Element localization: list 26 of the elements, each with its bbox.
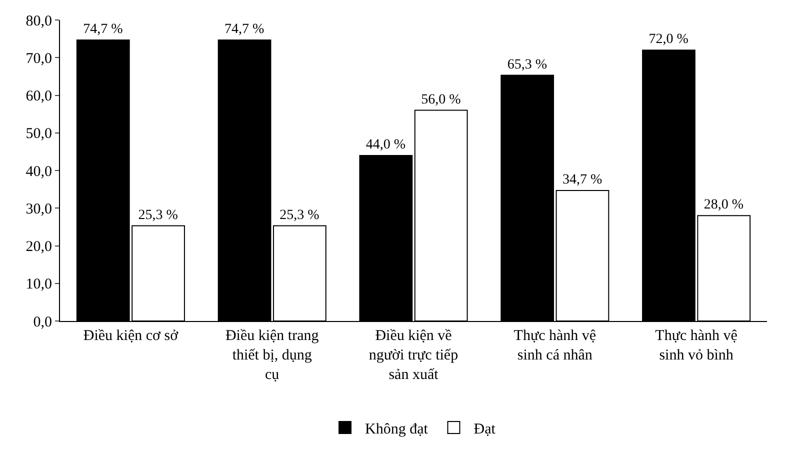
legend-label: Không đạt — [365, 421, 429, 438]
y-tick-label: 30,0 — [26, 201, 52, 218]
x-tick-label: Thực hành vệ sinh cá nhân — [514, 328, 596, 364]
data-label: 72,0 % — [648, 32, 689, 48]
data-label: 56,0 % — [421, 92, 462, 108]
data-label: 28,0 % — [704, 198, 744, 213]
y-tick-label: 40,0 — [26, 164, 52, 180]
data-label: 44,0 % — [366, 137, 406, 152]
x-tick-label: Thực hành vệ sinh vỏ bình — [655, 328, 738, 364]
y-tick-label: 70,0 — [26, 50, 52, 67]
x-tick-label: Điều kiện trang thiết bị, dụng cụ — [225, 328, 320, 383]
y-tick-label: 0,0 — [33, 314, 52, 330]
data-label: 25,3 % — [280, 208, 320, 223]
x-tick-label: Điều kiện về người trực tiếp sản xuất — [368, 328, 458, 383]
data-label: 74,7 % — [224, 22, 265, 37]
data-label: 65,3 % — [507, 57, 548, 72]
data-label: 34,7 % — [562, 172, 602, 188]
y-tick-label: 10,0 — [26, 276, 52, 293]
y-tick-label: 60,0 — [26, 88, 52, 104]
legend-label: Đạt — [474, 421, 496, 438]
y-tick-label: 80,0 — [26, 13, 52, 30]
y-tick-label: 20,0 — [26, 239, 52, 255]
x-tick-label: Điều kiện cơ sở — [83, 328, 180, 344]
data-label: 74,7 % — [83, 22, 124, 37]
data-label: 25,3 % — [138, 208, 178, 223]
y-tick-label: 50,0 — [26, 126, 52, 142]
